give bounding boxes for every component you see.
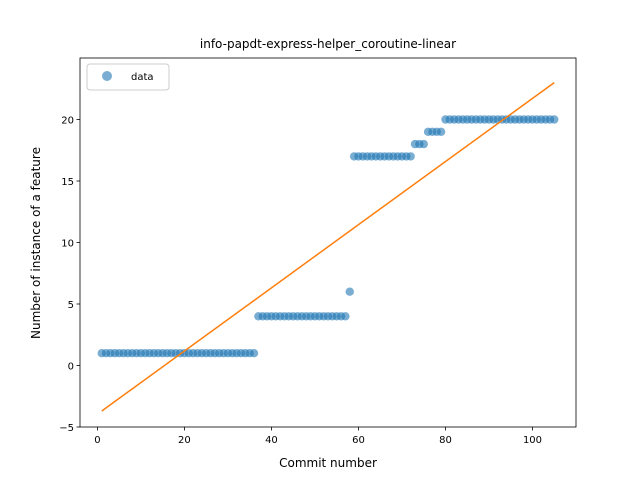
chart-marks xyxy=(97,81,559,412)
x-tick-label: 80 xyxy=(439,435,452,446)
data-point xyxy=(436,127,446,136)
data-point xyxy=(345,287,354,296)
x-axis-label: Commit number xyxy=(279,456,377,470)
y-tick-label: −5 xyxy=(59,423,74,434)
x-tick-label: 60 xyxy=(352,435,365,446)
x-tick-label: 40 xyxy=(265,435,278,446)
data-point xyxy=(550,115,559,124)
y-tick-label: 15 xyxy=(61,177,74,188)
y-tick-label: 10 xyxy=(61,239,74,250)
data-point xyxy=(419,139,428,149)
chart-title: info-papdt-express-helper_coroutine-line… xyxy=(200,37,456,51)
y-tick-label: 5 xyxy=(68,300,74,311)
y-tick-label: 20 xyxy=(61,116,74,127)
legend-marker xyxy=(102,71,112,81)
axes: 0 20 40 60 80 100 −5 0 5 10 15 20 xyxy=(59,57,577,446)
legend: data xyxy=(86,63,170,91)
data-point xyxy=(406,152,415,161)
x-tick-label: 100 xyxy=(523,435,542,446)
y-axis-label: Number of instance of a feature xyxy=(29,147,43,339)
plot-frame xyxy=(79,57,577,428)
legend-label: data xyxy=(131,72,154,83)
data-point xyxy=(249,349,259,358)
y-tick-label: 0 xyxy=(68,362,74,373)
x-tick-label: 20 xyxy=(178,435,191,446)
legend-frame xyxy=(86,63,170,91)
data-point xyxy=(341,312,350,321)
fit-line xyxy=(101,81,555,412)
x-tick-label: 0 xyxy=(94,435,100,446)
